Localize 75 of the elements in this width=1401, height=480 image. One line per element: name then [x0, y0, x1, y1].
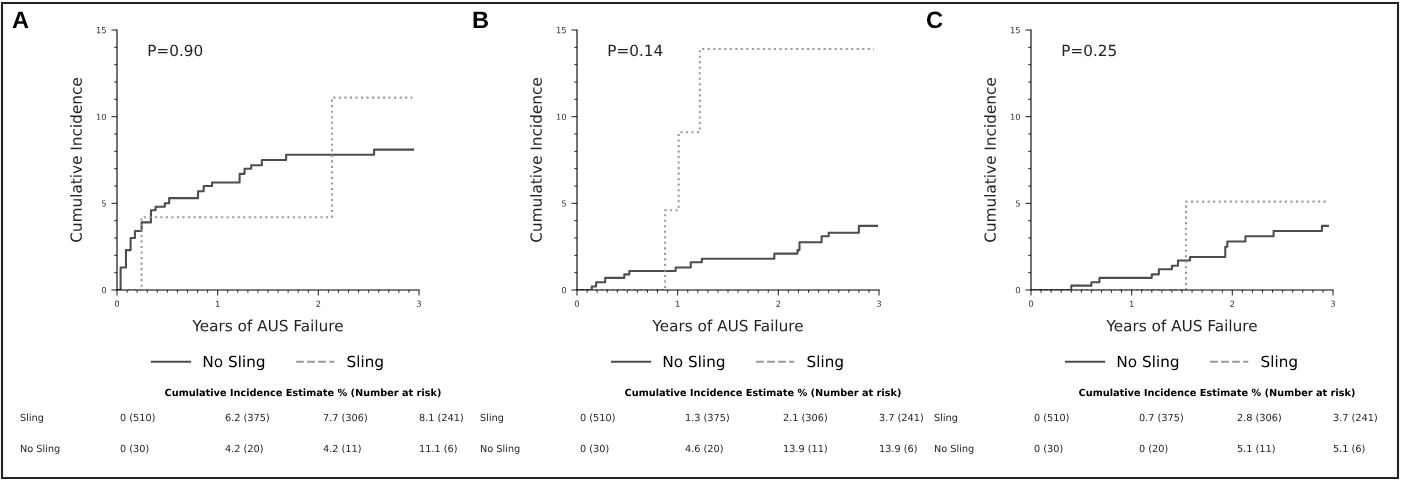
chart-title: C	[926, 11, 943, 29]
text: 11.1 (6)	[420, 444, 457, 454]
text: No Sling	[20, 444, 60, 455]
y-tick-label: 5	[101, 200, 106, 207]
text: 0 (510)	[120, 413, 155, 423]
x-axis-title: Years of AUS Failure	[652, 319, 803, 332]
y-tick-label: 0	[1015, 286, 1021, 294]
legend-label: Sling	[347, 355, 383, 371]
x-tick-label: 1	[215, 300, 220, 307]
annotation: P=0.25	[1062, 44, 1116, 57]
y-tick-label: 15	[556, 27, 566, 34]
text: 0.7 (375)	[1139, 413, 1183, 423]
text: 0 (30)	[1034, 444, 1063, 454]
text: Sling	[934, 413, 958, 424]
text: No Sling	[934, 444, 974, 455]
text: 7.7 (306)	[323, 413, 367, 423]
x-tick-label: 1	[1129, 300, 1134, 307]
text: 6.2 (375)	[225, 413, 269, 423]
chart-title: A	[12, 11, 29, 28]
legend-label: Sling	[807, 355, 843, 371]
y-tick-label: 10	[1010, 113, 1021, 120]
text: No Sling	[480, 444, 520, 455]
text: Cumulative Incidence Estimate % (Number at risk)	[1079, 388, 1355, 398]
annotation: P=0.14	[608, 44, 663, 57]
legend-label: Sling	[1261, 355, 1297, 371]
x-tick-label: 0	[114, 300, 120, 307]
x-axis-title: Years of AUS Failure	[192, 319, 343, 332]
text: 8.1 (241)	[419, 413, 463, 423]
x-tick-label: 2	[1230, 300, 1235, 307]
x-tick-label: 3	[1330, 300, 1335, 307]
y-tick-label: 15	[96, 27, 106, 34]
text: 13.9 (11)	[784, 444, 827, 454]
y-axis-title: Cumulative Incidence	[530, 78, 542, 242]
text: 3.7 (241)	[879, 413, 923, 423]
y-tick-label: 0	[101, 286, 107, 294]
text: Sling	[480, 413, 504, 424]
text: 0 (30)	[580, 444, 609, 454]
text: 4.2 (20)	[225, 444, 263, 454]
legend-label: No Sling	[203, 355, 265, 371]
y-axis-title: Cumulative Incidence	[70, 78, 82, 242]
x-tick-label: 2	[776, 300, 781, 307]
legend-label: No Sling	[1117, 355, 1179, 371]
annotation: P=0.90	[148, 44, 203, 57]
y-tick-label: 5	[1015, 200, 1020, 207]
text: 5.1 (11)	[1237, 444, 1275, 454]
y-tick-label: 15	[1010, 27, 1020, 34]
text: Cumulative Incidence Estimate % (Number at risk)	[625, 388, 901, 398]
text: 4.2 (11)	[323, 444, 361, 454]
x-tick-label: 0	[574, 300, 580, 307]
y-axis-title: Cumulative Incidence	[984, 78, 996, 242]
x-tick-label: 3	[876, 300, 881, 307]
y-tick-label: 5	[561, 200, 566, 207]
text: 5.1 (6)	[1333, 444, 1365, 454]
x-tick-label: 1	[675, 300, 680, 307]
y-tick-label: 10	[556, 113, 567, 120]
x-tick-label: 0	[1028, 300, 1034, 307]
legend-label: No Sling	[663, 355, 725, 371]
chart-title: B	[473, 11, 488, 28]
text: Sling	[20, 413, 44, 424]
x-axis-title: Years of AUS Failure	[1106, 319, 1257, 332]
text: 2.8 (306)	[1237, 413, 1281, 423]
x-tick-label: 3	[416, 300, 421, 307]
text: 1.3 (375)	[686, 413, 729, 423]
text: 3.7 (241)	[1333, 413, 1377, 423]
text: 0 (30)	[120, 444, 149, 454]
y-tick-label: 0	[561, 286, 567, 294]
y-tick-label: 10	[96, 113, 107, 120]
x-tick-label: 2	[316, 300, 321, 307]
text: 0 (510)	[580, 413, 615, 423]
text: 4.6 (20)	[685, 444, 723, 454]
text: 0 (510)	[1034, 413, 1069, 423]
text: 13.9 (6)	[880, 444, 917, 454]
text: 2.1 (306)	[783, 413, 827, 423]
text: Cumulative Incidence Estimate % (Number at risk)	[165, 388, 441, 398]
text: 0 (20)	[1139, 444, 1168, 454]
